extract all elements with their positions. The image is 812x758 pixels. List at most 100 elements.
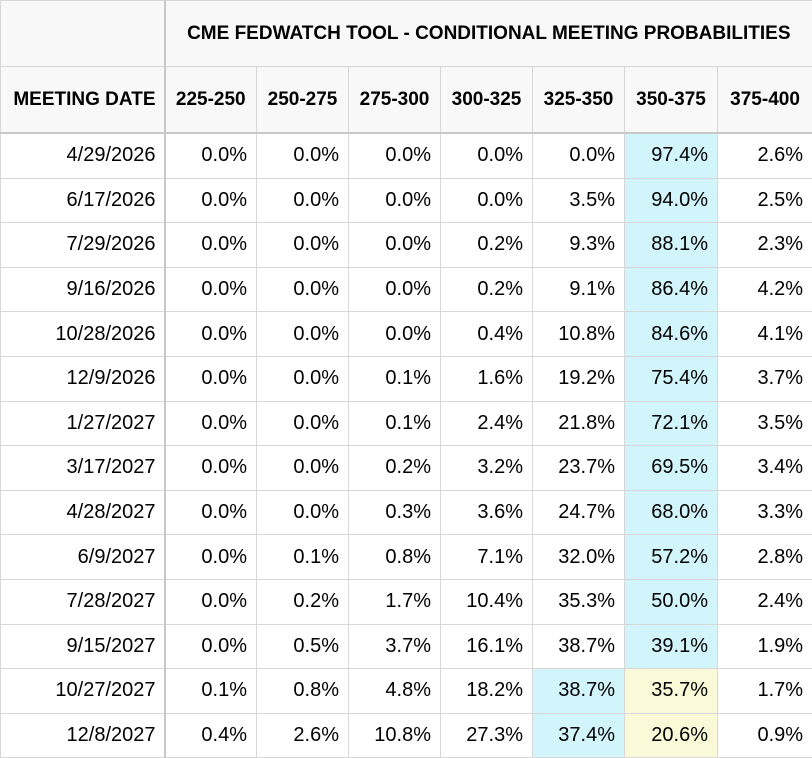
probability-cell: 0.0% (164, 311, 257, 357)
probability-cell: 0.0% (348, 266, 441, 313)
probability-cell: 0.0% (440, 177, 533, 224)
probability-cell: 50.0% (624, 578, 718, 625)
table-row: 12/9/2026 0.0% 0.0% 0.1% 1.6% 19.2% 75.4% 3.7% (0, 355, 812, 402)
probability-cell: 0.9% (716, 712, 812, 758)
table-row: 4/28/2027 0.0% 0.0% 0.3% 3.6% 24.7% 68.0% 3.3% (0, 489, 812, 536)
table-body: 4/29/2026 0.0% 0.0% 0.0% 0.0% 0.0% 97.4% 2.6% 6/… (0, 132, 812, 758)
probability-cell: 2.6% (256, 712, 349, 758)
column-header: 375-400 (716, 66, 812, 134)
probability-cell: 19.2% (532, 355, 625, 402)
probability-cell: 0.0% (348, 132, 441, 179)
probability-cell: 3.3% (716, 489, 812, 536)
probability-cell: 23.7% (532, 445, 625, 491)
probability-cell: 0.0% (164, 445, 257, 491)
probability-cell: 0.0% (256, 177, 349, 224)
probability-cell: 9.3% (532, 222, 625, 268)
probability-cell: 1.7% (348, 578, 441, 625)
probability-cell: 0.0% (164, 534, 257, 580)
table-row: 9/16/2026 0.0% 0.0% 0.0% 0.2% 9.1% 86.4% 4.2% (0, 266, 812, 313)
probability-cell: 75.4% (624, 355, 718, 402)
probability-cell: 0.8% (256, 668, 349, 714)
table-row: 7/29/2026 0.0% 0.0% 0.0% 0.2% 9.3% 88.1% 2.3% (0, 222, 812, 268)
table-row: 10/27/2027 0.1% 0.8% 4.8% 18.2% 38.7% 35.7% 1.7… (0, 668, 812, 714)
column-header: 350-375 (624, 66, 718, 134)
meeting-date-cell: 1/27/2027 (0, 400, 166, 447)
probability-cell: 10.8% (348, 712, 441, 758)
probability-cell: 20.6% (624, 712, 718, 758)
probability-cell: 0.0% (348, 177, 441, 224)
table-row: 3/17/2027 0.0% 0.0% 0.2% 3.2% 23.7% 69.5% 3.4% (0, 445, 812, 491)
probability-cell: 0.4% (164, 712, 257, 758)
column-header: 325-350 (532, 66, 625, 134)
probability-cell: 0.0% (348, 222, 441, 268)
probability-cell: 3.5% (716, 400, 812, 447)
column-header: 250-275 (256, 66, 349, 134)
probability-cell: 7.1% (440, 534, 533, 580)
probability-cell: 72.1% (624, 400, 718, 447)
probability-cell: 0.0% (164, 489, 257, 536)
probability-cell: 0.1% (256, 534, 349, 580)
probability-cell: 0.5% (256, 623, 349, 670)
probability-cell: 0.0% (256, 222, 349, 268)
probability-cell: 0.4% (440, 311, 533, 357)
probability-cell: 35.3% (532, 578, 625, 625)
table-row: 9/15/2027 0.0% 0.5% 3.7% 16.1% 38.7% 39.1% 1.9% (0, 623, 812, 670)
probability-cell: 0.0% (256, 445, 349, 491)
probability-cell: 3.2% (440, 445, 533, 491)
probability-cell: 0.0% (256, 489, 349, 536)
probability-cell: 0.0% (256, 355, 349, 402)
table-row: 10/28/2026 0.0% 0.0% 0.0% 0.4% 10.8% 84.6% 4.1% (0, 311, 812, 357)
probability-cell: 3.4% (716, 445, 812, 491)
probability-cell: 0.0% (164, 266, 257, 313)
probability-cell: 2.8% (716, 534, 812, 580)
corner-cell (0, 0, 166, 67)
probability-cell: 10.8% (532, 311, 625, 357)
probability-cell: 2.5% (716, 177, 812, 224)
probability-cell: 84.6% (624, 311, 718, 357)
probability-cell: 3.7% (348, 623, 441, 670)
column-header: 275-300 (348, 66, 441, 134)
probability-cell: 0.0% (164, 222, 257, 268)
probability-cell: 9.1% (532, 266, 625, 313)
probability-cell: 38.7% (532, 668, 625, 714)
probability-cell: 0.0% (164, 355, 257, 402)
probability-cell: 2.4% (440, 400, 533, 447)
probability-cell: 2.3% (716, 222, 812, 268)
probability-cell: 3.7% (716, 355, 812, 402)
table-row: 12/8/2027 0.4% 2.6% 10.8% 27.3% 37.4% 20.6% 0.9… (0, 712, 812, 758)
probability-cell: 37.4% (532, 712, 625, 758)
probability-cell: 97.4% (624, 132, 718, 179)
meeting-date-cell: 6/9/2027 (0, 534, 166, 580)
header-row: MEETING DATE 225-250 250-275 275-300 300-32… (0, 66, 812, 134)
column-header: 225-250 (164, 66, 257, 134)
probability-cell: 0.0% (164, 132, 257, 179)
probability-cell: 0.0% (256, 266, 349, 313)
probability-cell: 0.2% (440, 222, 533, 268)
probability-cell: 68.0% (624, 489, 718, 536)
meeting-date-cell: 9/15/2027 (0, 623, 166, 670)
table-row: 4/29/2026 0.0% 0.0% 0.0% 0.0% 0.0% 97.4% 2.6% (0, 132, 812, 179)
meeting-date-cell: 4/29/2026 (0, 132, 166, 179)
probability-cell: 0.3% (348, 489, 441, 536)
meeting-date-cell: 12/9/2026 (0, 355, 166, 402)
probability-cell: 35.7% (624, 668, 718, 714)
meeting-date-cell: 6/17/2026 (0, 177, 166, 224)
probability-cell: 18.2% (440, 668, 533, 714)
meeting-date-cell: 7/28/2027 (0, 578, 166, 625)
probability-cell: 69.5% (624, 445, 718, 491)
table-row: 1/27/2027 0.0% 0.0% 0.1% 2.4% 21.8% 72.1% 3.5% (0, 400, 812, 447)
column-header: 300-325 (440, 66, 533, 134)
meeting-date-cell: 9/16/2026 (0, 266, 166, 313)
probability-cell: 0.0% (532, 132, 625, 179)
table-row: 6/17/2026 0.0% 0.0% 0.0% 0.0% 3.5% 94.0% 2.5% (0, 177, 812, 224)
meeting-date-cell: 7/29/2026 (0, 222, 166, 268)
probability-cell: 24.7% (532, 489, 625, 536)
probability-cell: 0.0% (164, 400, 257, 447)
probability-cell: 57.2% (624, 534, 718, 580)
probability-cell: 4.8% (348, 668, 441, 714)
table-row: 6/9/2027 0.0% 0.1% 0.8% 7.1% 32.0% 57.2% 2.8% (0, 534, 812, 580)
probability-cell: 0.2% (256, 578, 349, 625)
probability-cell: 2.6% (716, 132, 812, 179)
probability-cell: 0.8% (348, 534, 441, 580)
